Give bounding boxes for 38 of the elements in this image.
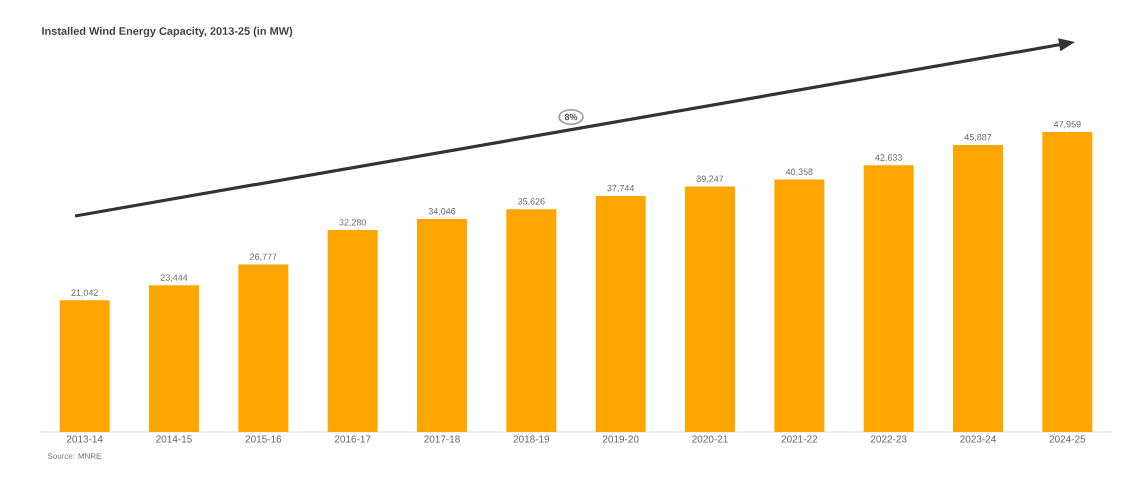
data-label: 23,444 bbox=[160, 274, 188, 282]
bar bbox=[685, 186, 736, 432]
bar bbox=[863, 165, 914, 432]
x-tick-label: 2022-23 bbox=[870, 435, 907, 443]
data-label: 40,358 bbox=[785, 168, 813, 176]
data-label: 37,744 bbox=[607, 184, 635, 193]
x-tick-label: 2015-16 bbox=[245, 435, 282, 443]
data-label: 32,280 bbox=[339, 219, 367, 227]
data-label: 21,042 bbox=[71, 289, 98, 297]
bar bbox=[595, 195, 646, 432]
x-tick-label: 2013-14 bbox=[66, 435, 103, 443]
bar bbox=[506, 209, 557, 432]
bar bbox=[149, 285, 200, 432]
x-tick-label: 2019-20 bbox=[602, 435, 639, 443]
bar bbox=[953, 144, 1004, 432]
data-label: 45,887 bbox=[964, 134, 992, 142]
x-tick-label: 2017-18 bbox=[424, 435, 460, 443]
bar bbox=[1042, 131, 1093, 432]
bar bbox=[417, 219, 468, 432]
bar bbox=[774, 179, 825, 432]
x-tick-label: 2018-19 bbox=[513, 435, 550, 443]
x-tick-label: 2016-17 bbox=[334, 435, 371, 443]
data-label: 26,777 bbox=[250, 253, 277, 261]
text: 8% bbox=[564, 113, 578, 121]
x-tick-label: 2021-22 bbox=[781, 435, 818, 443]
data-label: 35,626 bbox=[517, 198, 545, 206]
bar bbox=[59, 300, 110, 432]
data-label: 34,046 bbox=[428, 208, 456, 216]
x-tick-label: 2020-21 bbox=[692, 435, 728, 443]
bar bbox=[238, 264, 289, 432]
x-tick-label: 2024-25 bbox=[1049, 435, 1086, 443]
chart-title: Installed Wind Energy Capacity, 2013-25 (in MW) bbox=[42, 26, 293, 38]
data-label: 47,959 bbox=[1053, 121, 1081, 129]
data-label: 39,247 bbox=[696, 175, 724, 183]
x-tick-label: 2023-24 bbox=[960, 435, 996, 443]
bar bbox=[327, 230, 378, 432]
x-tick-label: 2014-15 bbox=[156, 435, 192, 443]
data-label: 42,633 bbox=[875, 154, 902, 162]
